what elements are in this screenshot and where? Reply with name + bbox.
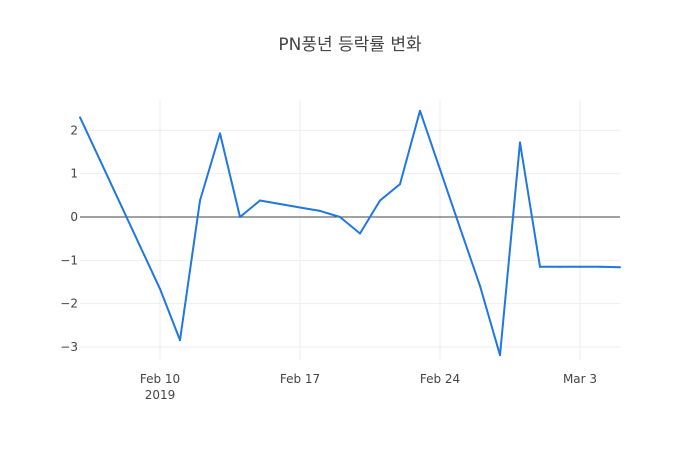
data-point [539,265,541,268]
series-layer [79,109,621,357]
data-point [299,206,301,209]
data-point [379,199,381,202]
data-point [499,354,501,357]
x-tick-label: Feb 10 [140,372,180,386]
data-point [439,168,441,171]
data-point [219,132,221,135]
data-point [339,216,341,218]
x-tick-label: Mar 3 [563,372,597,386]
data-point [579,265,581,268]
data-point [119,202,121,205]
x-axis-tick-labels: Feb 10 2019 Feb 17 Feb 24 Mar 3 [140,372,597,402]
x-gridlines [159,100,581,360]
data-point [359,232,361,235]
data-point [159,287,161,290]
data-point [279,203,281,205]
data-point [399,183,401,186]
data-point [599,265,601,268]
x-tick-label: Feb 24 [420,372,460,386]
data-point [239,216,241,218]
data-point [459,226,461,229]
x-tick-sublabel: 2019 [145,388,176,402]
data-point [99,159,101,162]
y-tick-label: 1 [70,167,78,181]
y-tick-label: 0 [70,210,78,224]
y-axis-tick-labels: 2 1 0 −1 −2 −3 [60,123,78,354]
data-point [479,284,481,287]
y-tick-label: −1 [60,253,78,267]
chart-title: PN풍년 등락률 변화 [278,35,422,55]
data-point [179,339,181,342]
data-point [199,199,201,202]
data-point [139,245,141,248]
y-tick-label: −2 [60,297,78,311]
x-tick-label: Feb 17 [280,372,320,386]
data-point [419,109,421,112]
data-point [519,141,521,144]
data-point [259,199,261,202]
y-tick-label: −3 [60,340,78,354]
data-point [319,209,321,212]
y-gridlines [80,129,620,348]
data-point [79,116,81,119]
data-point [559,265,561,268]
series-line [79,109,621,357]
data-point [619,266,621,269]
y-tick-label: 2 [70,123,78,137]
